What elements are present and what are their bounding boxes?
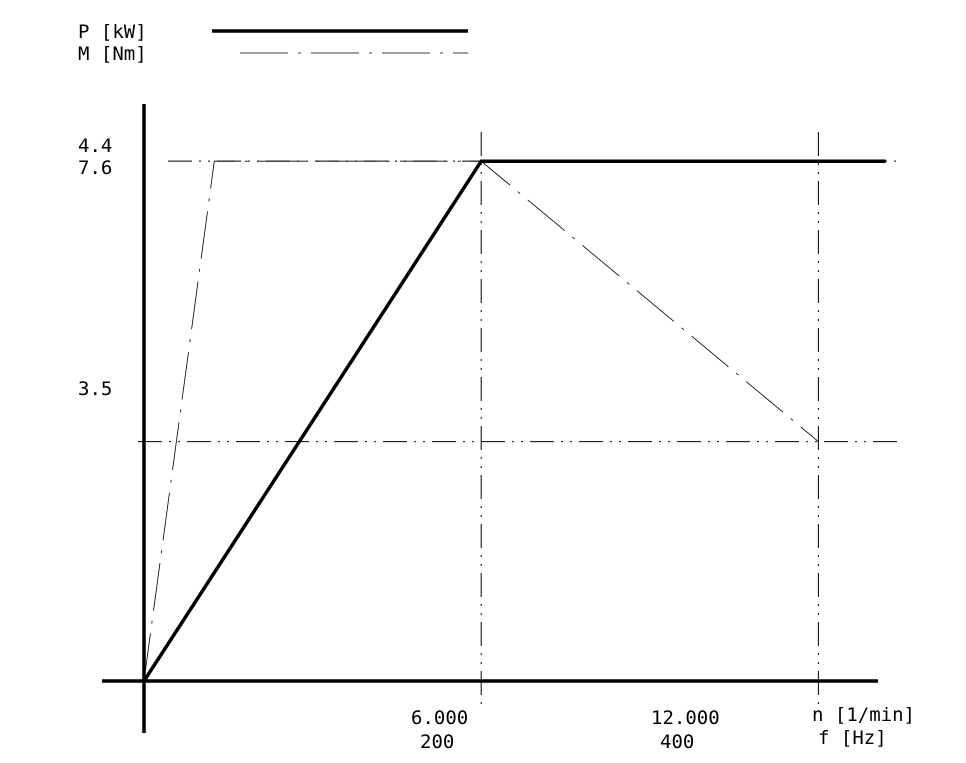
series-layer [142, 159, 886, 682]
series-line-p [142, 159, 886, 682]
x-tick-label-n-6000: 6.000 [411, 707, 468, 729]
x-tick-label-n-12000: 12.000 [651, 707, 720, 729]
axis-labels: 4.4 7.6 3.5 6.000 200 12.000 400 n [1/mi… [78, 135, 915, 753]
legend-label-m: M [Nm] [78, 43, 147, 65]
legend: P [kW] M [Nm] [78, 21, 468, 65]
x-axis-label-f: f [Hz] [818, 727, 887, 749]
y-tick-label-m-3.5: 3.5 [78, 378, 112, 400]
series-line-m [143, 160, 819, 682]
y-tick-label-m-7.6: 7.6 [78, 157, 112, 179]
reference-lines [138, 132, 903, 707]
x-tick-label-f-400: 400 [660, 731, 694, 753]
axes [102, 104, 878, 733]
x-axis-label-n: n [1/min] [812, 704, 915, 726]
y-tick-label-p-4.4: 4.4 [78, 135, 112, 157]
legend-label-p: P [kW] [78, 21, 147, 43]
x-tick-label-f-200: 200 [420, 731, 454, 753]
